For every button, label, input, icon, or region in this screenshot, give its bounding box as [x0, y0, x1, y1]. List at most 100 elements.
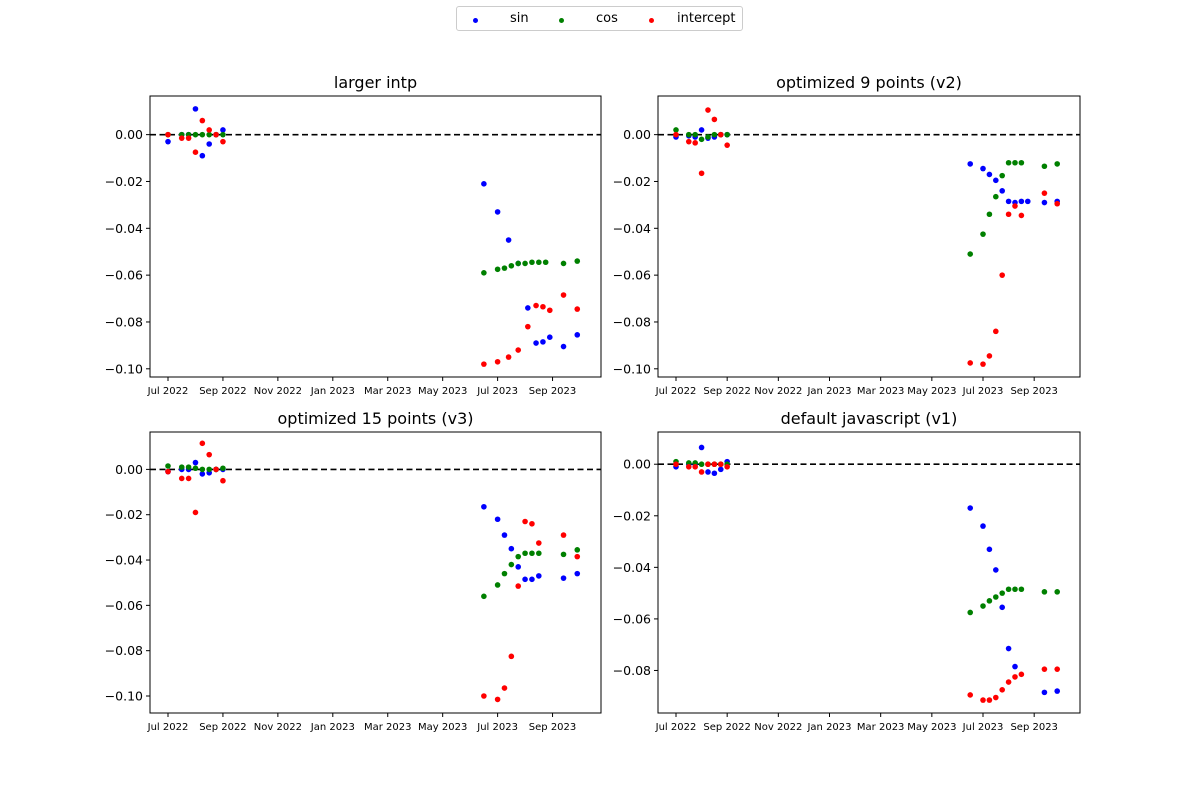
point-cos: [1012, 586, 1018, 593]
point-sin: [1054, 688, 1061, 694]
point-cos: [999, 172, 1006, 179]
y-tick-label: −0.06: [105, 268, 143, 283]
point-intercept: [546, 307, 553, 314]
point-intercept: [711, 116, 718, 123]
point-sin: [1041, 199, 1048, 206]
point-sin: [560, 343, 567, 350]
point-intercept: [522, 518, 528, 525]
x-tick-label: Jan 2023: [806, 386, 851, 397]
point-sin: [525, 305, 531, 311]
point-cos: [529, 550, 535, 557]
x-tick-label: Sep 2022: [199, 722, 246, 733]
point-cos: [980, 603, 986, 609]
subplot-2: optimized 9 points (v2) 0.00 −0.02 −0.04 −0.…: [613, 73, 1081, 397]
x-tick-label: May 2023: [907, 386, 956, 397]
legend-marker-cos: [559, 18, 564, 23]
point-cos: [980, 231, 986, 237]
point-intercept: [533, 302, 539, 309]
point-cos: [1054, 589, 1061, 595]
y-tick-label: −0.02: [613, 508, 651, 523]
point-cos: [501, 570, 508, 577]
point-intercept: [692, 464, 698, 470]
y-tick-label: 0.00: [623, 457, 651, 472]
x-tick-label: Sep 2023: [1010, 722, 1057, 733]
point-sin: [986, 546, 993, 553]
point-cos: [560, 551, 567, 558]
x-tick-label: Jul 2023: [962, 722, 1004, 733]
point-intercept: [705, 461, 711, 468]
x-tick-label: Nov 2022: [754, 722, 802, 733]
point-sin: [1005, 198, 1012, 205]
subplot-title: default javascript (v1): [781, 409, 958, 428]
point-intercept: [724, 464, 730, 470]
point-cos: [999, 590, 1006, 596]
point-sin: [192, 459, 199, 466]
point-sin: [206, 141, 213, 147]
point-intercept: [165, 468, 171, 475]
point-sin: [574, 570, 581, 577]
point-intercept: [673, 461, 679, 468]
plot-frame: [149, 431, 602, 714]
y-tick-label: −0.06: [105, 598, 143, 613]
point-cos: [515, 260, 522, 267]
point-cos: [685, 131, 692, 138]
point-intercept: [199, 440, 206, 447]
point-sin: [529, 576, 535, 583]
x-tick-label: Nov 2022: [754, 386, 802, 397]
point-intercept: [685, 138, 692, 145]
point-cos: [199, 466, 206, 473]
point-sin: [993, 567, 999, 573]
point-cos: [494, 266, 501, 273]
point-sin: [711, 470, 718, 477]
point-intercept: [1054, 666, 1061, 672]
point-cos: [1041, 589, 1048, 595]
point-sin: [1041, 689, 1048, 696]
x-tick-label: Nov 2022: [254, 722, 302, 733]
legend-label-intercept: intercept: [677, 11, 736, 26]
point-sin: [705, 469, 711, 475]
x-tick-label: Sep 2022: [199, 386, 246, 397]
point-sin: [698, 127, 705, 133]
point-intercept: [536, 540, 542, 546]
point-intercept: [967, 360, 974, 366]
x-tick-label: Mar 2023: [857, 386, 905, 397]
y-tick-label: 0.00: [623, 127, 651, 142]
point-intercept: [1041, 190, 1048, 196]
point-intercept: [185, 475, 192, 482]
point-cos: [1005, 159, 1012, 166]
point-cos: [178, 464, 185, 470]
point-sin: [999, 604, 1006, 611]
point-cos: [560, 260, 567, 267]
point-intercept: [505, 354, 512, 360]
point-cos: [692, 131, 698, 138]
point-intercept: [574, 553, 581, 560]
point-intercept: [705, 107, 711, 113]
point-sin: [1018, 198, 1025, 205]
y-tick-label: −0.10: [105, 361, 143, 376]
point-sin: [481, 503, 487, 510]
point-intercept: [967, 692, 974, 698]
point-intercept: [560, 532, 567, 538]
plot-frame: [657, 431, 1081, 714]
y-tick-label: −0.04: [613, 560, 651, 575]
point-intercept: [494, 696, 501, 703]
x-tick-label: Jul 2023: [476, 722, 518, 733]
point-intercept: [185, 135, 192, 141]
point-cos: [536, 550, 542, 557]
point-intercept: [481, 693, 487, 699]
point-sin: [980, 523, 986, 529]
point-sin: [546, 334, 553, 340]
x-tick-label: May 2023: [418, 386, 467, 397]
point-cos: [1005, 586, 1012, 593]
point-sin: [698, 444, 705, 451]
point-sin: [717, 466, 724, 473]
subplot-3: optimized 15 points (v3) 0.00 −0.02 −0.04 −0…: [105, 409, 602, 733]
point-intercept: [192, 149, 199, 155]
point-sin: [980, 165, 986, 172]
point-sin: [220, 127, 226, 133]
x-tick-label: Nov 2022: [254, 386, 302, 397]
point-intercept: [560, 292, 567, 298]
point-intercept: [165, 131, 171, 138]
point-intercept: [999, 272, 1006, 278]
y-tick-label: −0.04: [105, 553, 143, 568]
